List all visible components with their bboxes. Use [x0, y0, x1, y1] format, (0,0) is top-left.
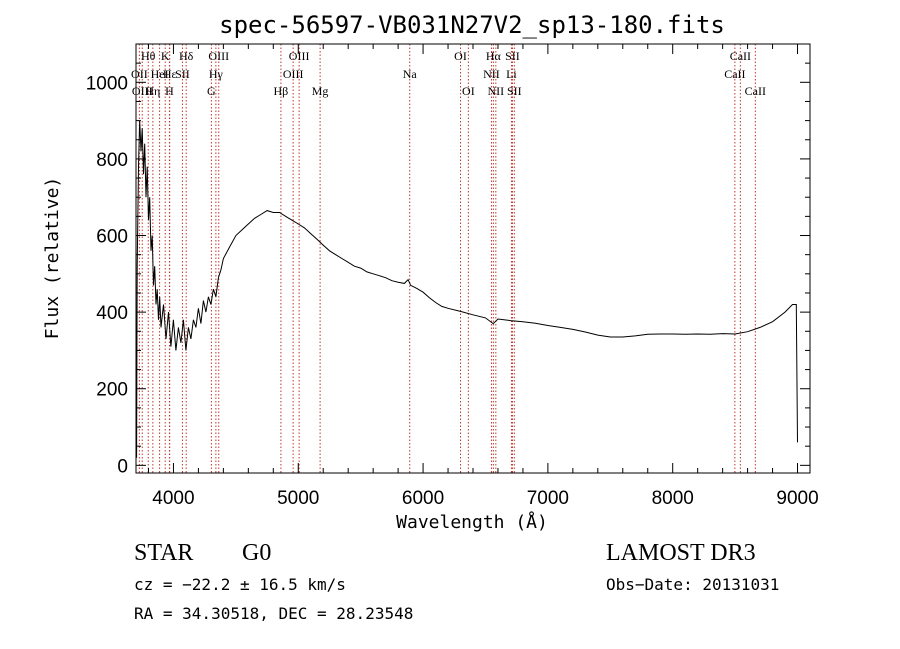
spectral-line-label: Mg [312, 84, 329, 98]
y-tick-label: 200 [96, 380, 128, 401]
spectral-line-label: G [207, 84, 216, 98]
x-tick-label: 6000 [402, 488, 444, 509]
object-class: STAR [134, 540, 193, 566]
spectral-line-label: NII [483, 67, 500, 81]
spectral-line-label: Hβ [274, 84, 289, 98]
y-axis-label: Flux (relative) [42, 177, 63, 340]
spectral-line-label: CaII [745, 84, 766, 98]
coordinates: RA = 34.30518, DEC = 28.23548 [134, 604, 413, 623]
y-tick-label: 400 [96, 303, 128, 324]
object-subclass: G0 [242, 540, 271, 566]
spectral-line-label: CaII [730, 49, 751, 63]
spectral-line-label: OI [462, 84, 475, 98]
spectral-line-label: Hη [145, 84, 160, 98]
y-tick-label: 0 [117, 456, 128, 477]
spectral-line-label: NII [488, 84, 505, 98]
x-tick-label: 7000 [527, 488, 569, 509]
spectral-line-label: Hθ [141, 49, 156, 63]
spectral-line-label: K [161, 49, 170, 63]
chart-title: spec-56597-VB031N27V2_sp13-180.fits [219, 11, 725, 39]
spectral-line-label: Hε [163, 67, 177, 81]
y-axis-ticks: 0 200 400 600 800 1000 [86, 43, 810, 477]
observation-date: Obs−Date: 20131031 [606, 575, 779, 594]
x-axis-label: Wavelength (Å) [396, 511, 548, 533]
spectral-line-label: HeI [151, 67, 169, 81]
spectral-line-label: OIII [208, 49, 229, 63]
y-tick-label: 600 [96, 227, 128, 248]
spectral-line-label: OIII [289, 49, 310, 63]
x-tick-label: 8000 [652, 488, 694, 509]
y-tick-label: 1000 [86, 73, 128, 94]
spectral-line-label: Hδ [179, 49, 194, 63]
spectral-line-label: Hα [486, 49, 502, 63]
spectral-line-markers [138, 44, 756, 473]
x-tick-label: 4000 [152, 488, 194, 509]
x-axis-ticks: 4000 5000 6000 7000 8000 9000 [147, 44, 819, 509]
redshift-cz: cz = −22.2 ± 16.5 km/s [134, 575, 346, 594]
x-tick-label: 9000 [776, 488, 818, 509]
spectral-line-label: OI [454, 49, 467, 63]
spectral-line-label: OIII [132, 84, 153, 98]
spectral-line-label: OII [131, 67, 148, 81]
spectral-line-label: SII [175, 67, 190, 81]
spectral-line-label: Na [403, 67, 418, 81]
spectral-line-label: SII [505, 49, 520, 63]
x-tick-label: 5000 [277, 488, 319, 509]
survey-name: LAMOST DR3 [606, 540, 756, 566]
plot-frame [135, 43, 811, 474]
spectral-line-label: Li [506, 67, 517, 81]
spectral-line-label: CaII [724, 67, 745, 81]
spectral-line-label: Hγ [209, 67, 224, 81]
spectral-line-label: H [165, 84, 174, 98]
y-tick-label: 800 [96, 150, 128, 171]
spectral-line-label: OIII [283, 67, 304, 81]
spectral-line-label: SII [507, 84, 522, 98]
flux-series-line [136, 120, 798, 458]
